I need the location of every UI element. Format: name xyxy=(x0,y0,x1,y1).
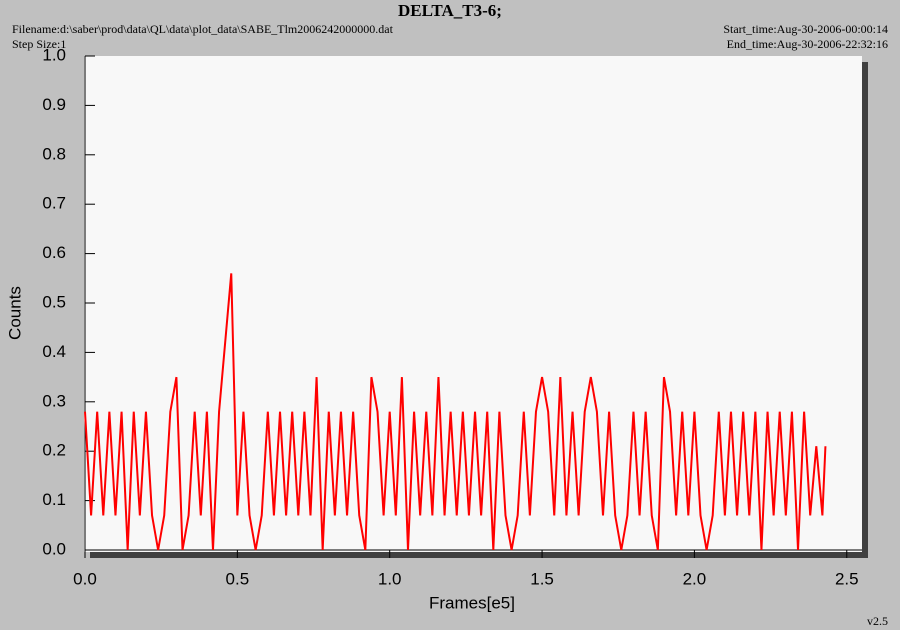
y-tick-label: 1.0 xyxy=(42,45,66,64)
x-tick-label: 0.5 xyxy=(226,569,250,588)
y-tick-label: 0.3 xyxy=(42,391,66,410)
y-tick-label: 0.1 xyxy=(42,490,66,509)
x-tick-label: 0.0 xyxy=(73,569,97,588)
y-tick-label: 0.5 xyxy=(42,292,66,311)
header-text: Filename:d:\saber\prod\data\QL\data\plot… xyxy=(12,22,394,36)
header-text: Start_time:Aug-30-2006-00:00:14 xyxy=(723,22,888,36)
header-text: End_time:Aug-30-2006-22:32:16 xyxy=(727,37,888,51)
y-axis-label: Counts xyxy=(5,286,24,340)
x-tick-label: 1.0 xyxy=(378,569,402,588)
y-tick-label: 0.8 xyxy=(42,144,66,163)
y-tick-label: 0.2 xyxy=(42,441,66,460)
y-tick-label: 0.6 xyxy=(42,243,66,262)
chart-title: DELTA_T3-6; xyxy=(398,1,502,20)
x-tick-label: 2.0 xyxy=(683,569,707,588)
header-text: Step Size:1 xyxy=(12,37,66,51)
x-axis-label: Frames[e5] xyxy=(429,593,515,612)
plot-area xyxy=(84,56,862,552)
y-tick-label: 0.9 xyxy=(42,95,66,114)
y-tick-label: 0.0 xyxy=(42,539,66,558)
y-tick-label: 0.4 xyxy=(42,342,66,361)
x-tick-label: 2.5 xyxy=(835,569,859,588)
data-line xyxy=(84,273,827,551)
version: v2.5 xyxy=(867,614,888,628)
x-tick-label: 1.5 xyxy=(530,569,554,588)
y-tick-label: 0.7 xyxy=(42,194,66,213)
